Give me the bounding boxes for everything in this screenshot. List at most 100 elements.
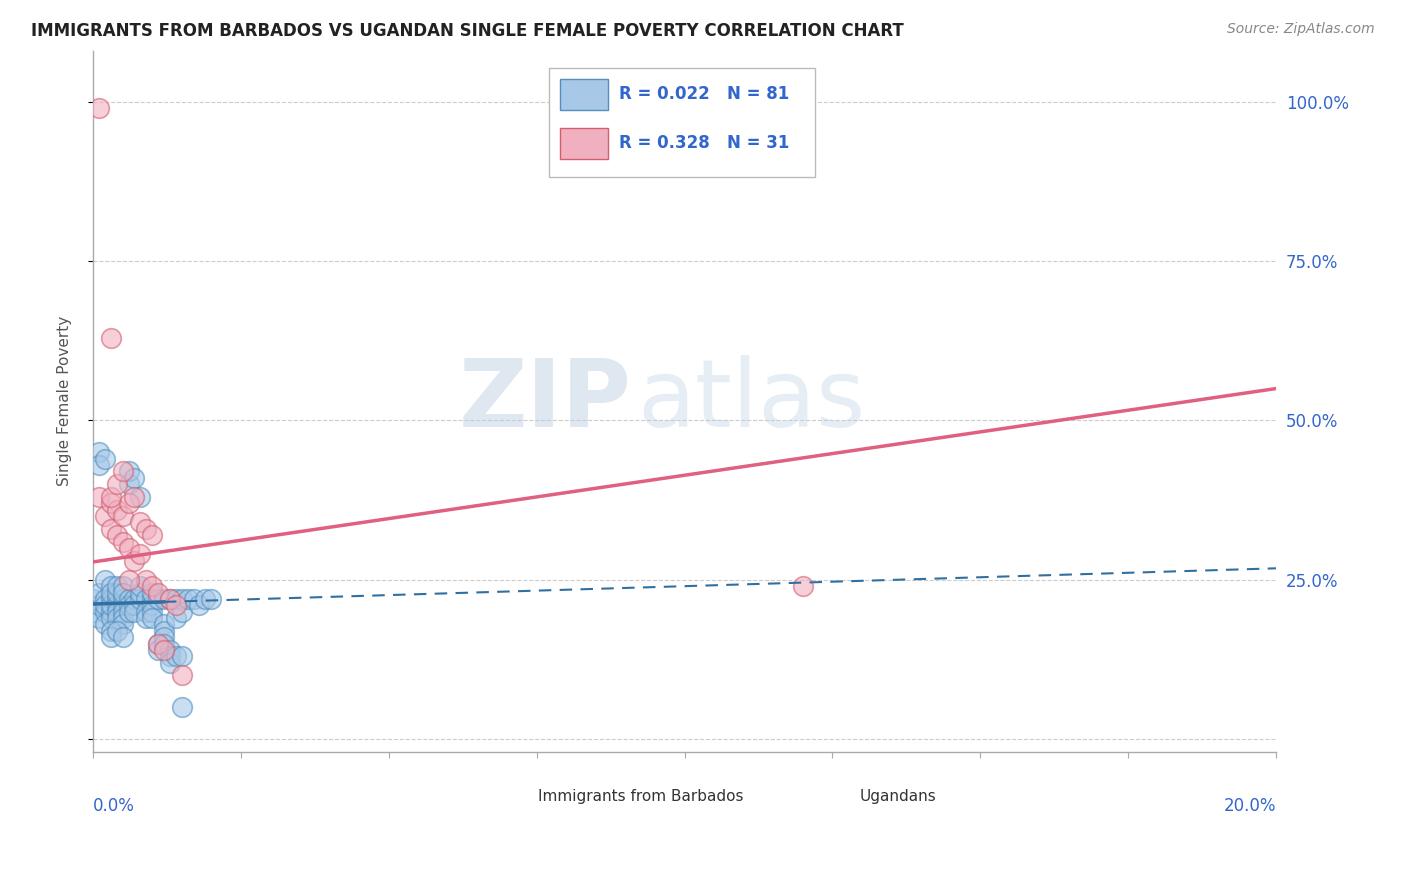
Point (188, 599, 211, 613)
Point (94, 451, 117, 466)
Point (94, 605, 117, 619)
Point (100, 624, 122, 638)
Point (111, 599, 134, 613)
Point (105, 585, 128, 599)
Point (183, 591, 205, 606)
Point (146, 636, 169, 650)
Point (87, 599, 110, 613)
Point (153, 643, 176, 657)
Point (117, 477, 139, 491)
FancyBboxPatch shape (821, 789, 851, 805)
Point (141, 528, 163, 542)
Point (165, 599, 187, 613)
Point (129, 579, 152, 593)
Point (165, 649, 187, 664)
Point (176, 591, 198, 606)
Text: R = 0.328   N = 31: R = 0.328 N = 31 (620, 134, 790, 153)
Point (117, 605, 139, 619)
Point (170, 605, 193, 619)
Point (124, 554, 146, 568)
Point (105, 502, 128, 516)
Point (159, 649, 181, 664)
Point (111, 585, 134, 599)
Point (124, 490, 146, 504)
Text: Immigrants from Barbados: Immigrants from Barbados (538, 789, 744, 805)
Point (159, 591, 181, 606)
Point (170, 700, 193, 714)
Point (105, 477, 128, 491)
Point (170, 668, 193, 682)
Point (94, 509, 117, 524)
Point (111, 630, 134, 644)
Point (146, 636, 169, 650)
Point (170, 649, 193, 664)
Point (129, 490, 152, 504)
Point (105, 599, 128, 613)
Point (124, 471, 146, 485)
Point (117, 496, 139, 510)
Point (100, 605, 122, 619)
Text: Source: ZipAtlas.com: Source: ZipAtlas.com (1227, 22, 1375, 37)
Point (153, 617, 176, 632)
Text: Ugandans: Ugandans (859, 789, 936, 805)
Point (111, 579, 134, 593)
Point (124, 599, 146, 613)
Point (82, 605, 104, 619)
Text: 20.0%: 20.0% (1223, 797, 1277, 815)
Point (135, 522, 157, 536)
Point (129, 516, 152, 530)
Point (141, 611, 163, 625)
Point (135, 591, 157, 606)
Point (170, 591, 193, 606)
Point (100, 585, 122, 599)
Point (146, 591, 169, 606)
Point (100, 611, 122, 625)
Point (111, 591, 134, 606)
FancyBboxPatch shape (548, 68, 814, 177)
Point (100, 522, 122, 536)
Point (135, 573, 157, 587)
Point (111, 464, 134, 478)
Point (159, 591, 181, 606)
Point (100, 599, 122, 613)
Point (100, 591, 122, 606)
FancyBboxPatch shape (501, 789, 530, 805)
Point (117, 464, 139, 478)
Point (105, 528, 128, 542)
Point (94, 591, 117, 606)
FancyBboxPatch shape (561, 78, 607, 111)
Point (117, 541, 139, 555)
Point (100, 490, 122, 504)
Point (94, 573, 117, 587)
Point (129, 591, 152, 606)
Point (82, 591, 104, 606)
Point (165, 591, 187, 606)
Point (117, 599, 139, 613)
Point (129, 585, 152, 599)
Text: atlas: atlas (637, 355, 866, 447)
Text: R = 0.022   N = 81: R = 0.022 N = 81 (620, 85, 790, 103)
Point (94, 617, 117, 632)
Text: IMMIGRANTS FROM BARBADOS VS UGANDAN SINGLE FEMALE POVERTY CORRELATION CHART: IMMIGRANTS FROM BARBADOS VS UGANDAN SING… (31, 22, 904, 40)
Point (135, 605, 157, 619)
Point (87, 611, 110, 625)
Point (111, 509, 134, 524)
Point (153, 624, 176, 638)
Point (159, 656, 181, 670)
Point (141, 585, 163, 599)
Point (146, 585, 169, 599)
Point (100, 496, 122, 510)
Point (87, 458, 110, 472)
Point (141, 599, 163, 613)
Point (146, 643, 169, 657)
Point (117, 591, 139, 606)
Point (200, 591, 222, 606)
Point (111, 534, 134, 549)
Point (105, 611, 128, 625)
Point (111, 611, 134, 625)
Point (124, 605, 146, 619)
Text: ZIP: ZIP (458, 355, 631, 447)
Point (153, 591, 176, 606)
Point (111, 605, 134, 619)
FancyBboxPatch shape (561, 128, 607, 160)
